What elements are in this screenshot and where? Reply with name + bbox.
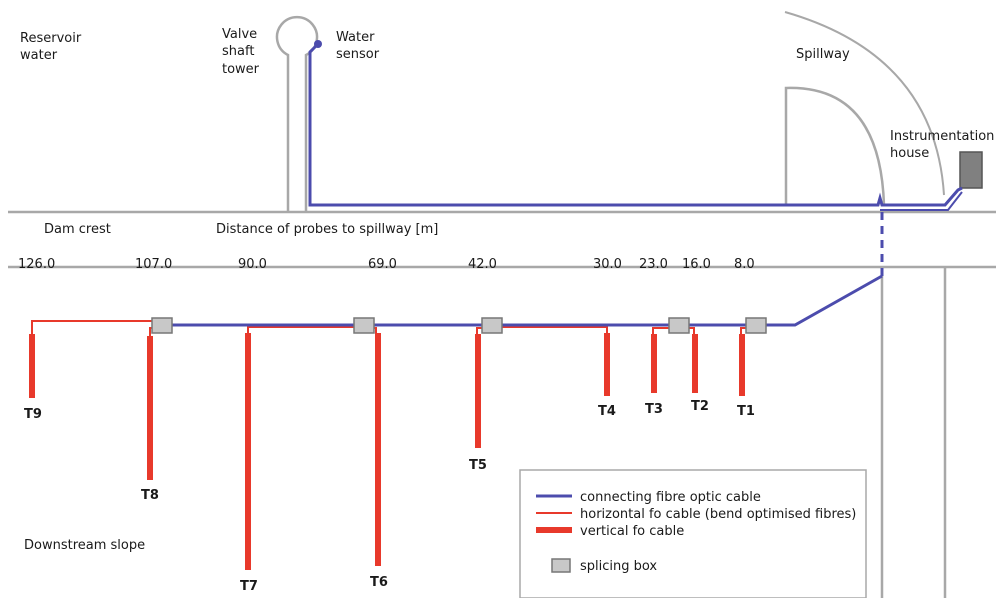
distance-labels: 126.0 107.0 90.0 69.0 42.0 30.0 23.0 16.…	[18, 257, 755, 272]
dam-structure	[8, 11, 996, 598]
probe-label-t7: T7	[240, 579, 258, 594]
distance-title-label: Distance of probes to spillway [m]	[216, 222, 438, 237]
distance-t6: 69.0	[368, 257, 397, 272]
legend-label-splice: splicing box	[580, 559, 657, 574]
legend-label-horizontal: horizontal fo cable (bend optimised fibr…	[580, 507, 856, 522]
probe-label-t8: T8	[141, 488, 159, 503]
probe-label-t3: T3	[645, 402, 663, 417]
vertical-probes	[29, 333, 745, 570]
spillway-label: Spillway	[796, 47, 850, 62]
probe-label-t2: T2	[691, 399, 709, 414]
probe-labels: T9 T8 T7 T6 T5 T4 T3 T2 T1	[24, 399, 755, 594]
reservoir-label-line2: water	[20, 48, 58, 63]
splice-box-3	[481, 317, 503, 334]
instrumentation-house-label-line1: Instrumentation	[890, 129, 994, 144]
horizontal-cable-t2	[688, 327, 695, 334]
legend: connecting fibre optic cable horizontal …	[519, 469, 867, 598]
connecting-cable-lower	[156, 274, 883, 327]
horizontal-fo-cables	[31, 320, 747, 336]
instrumentation-house-label-line2: house	[890, 146, 929, 161]
distance-t9: 126.0	[18, 257, 55, 272]
spillway-arc	[784, 11, 945, 196]
water-sensor-label-line2: sensor	[336, 47, 380, 62]
distance-t2: 16.0	[682, 257, 711, 272]
distance-t3: 23.0	[639, 257, 668, 272]
connecting-cable-top-path	[308, 42, 963, 207]
dam-crest-label: Dam crest	[44, 222, 111, 237]
distance-t1: 8.0	[734, 257, 755, 272]
horizontal-cable-t1	[740, 327, 747, 334]
horizontal-cable-t9	[31, 320, 156, 334]
splice-box-5	[745, 317, 767, 334]
probe-label-t1: T1	[737, 404, 755, 419]
legend-swatch-splice	[551, 558, 571, 573]
splice-box-2	[353, 317, 375, 334]
downstream-slope-label: Downstream slope	[24, 538, 145, 553]
horizontal-cable-t7	[247, 326, 355, 333]
distance-t5: 42.0	[468, 257, 497, 272]
distance-t7: 90.0	[238, 257, 267, 272]
water-sensor-dot	[314, 40, 322, 48]
splice-box-1	[151, 317, 173, 334]
probe-label-t9: T9	[24, 407, 42, 422]
connecting-cable-top-parallel	[880, 191, 963, 211]
valve-tower-label-line3: tower	[222, 62, 260, 77]
water-sensor-label-line1: Water	[336, 30, 375, 45]
reservoir-label-line1: Reservoir	[20, 31, 82, 46]
probe-label-t5: T5	[469, 458, 487, 473]
horizontal-cable-t3	[652, 327, 671, 334]
valve-tower-label-line2: shaft	[222, 44, 254, 59]
distance-t8: 107.0	[135, 257, 172, 272]
probe-label-t6: T6	[370, 575, 388, 590]
probe-label-t4: T4	[598, 404, 616, 419]
legend-frame	[519, 469, 867, 598]
legend-label-vertical: vertical fo cable	[580, 524, 684, 539]
connecting-cable-upper	[308, 40, 963, 280]
legend-label-connecting: connecting fibre optic cable	[580, 490, 761, 505]
splicing-boxes	[151, 317, 767, 334]
splice-box-4	[668, 317, 690, 334]
spillway-structure	[784, 86, 886, 206]
distance-t4: 30.0	[593, 257, 622, 272]
instrumentation-house-icon	[959, 151, 983, 189]
valve-tower-label-line1: Valve	[222, 27, 257, 42]
horizontal-cable-t4	[500, 326, 608, 333]
